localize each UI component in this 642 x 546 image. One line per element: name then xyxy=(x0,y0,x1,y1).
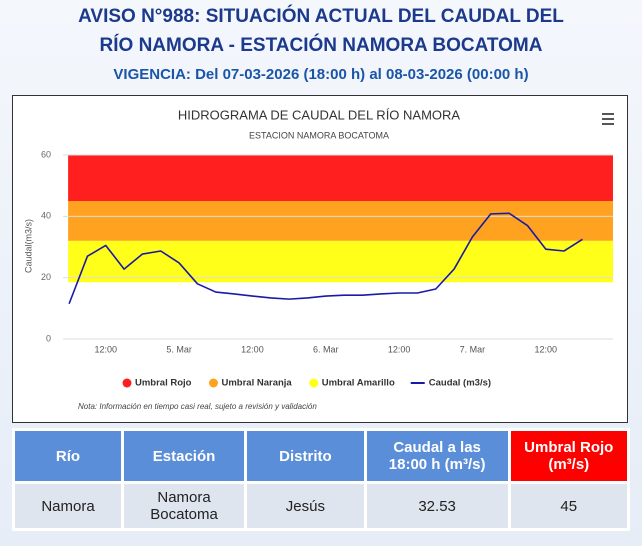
page-title: AVISO N°988: SITUACIÓN ACTUAL DEL CAUDAL… xyxy=(0,2,642,60)
legend-swatch xyxy=(208,378,218,388)
legend-label: Umbral Rojo xyxy=(135,378,192,389)
x-tick-label: 12:00 xyxy=(95,344,118,354)
table-cell: Namora Bocatoma xyxy=(121,481,248,531)
chart-note: Nota: Información en tiempo casi real, s… xyxy=(78,402,317,411)
y-tick-label: 60 xyxy=(41,149,51,159)
x-tick-label: 7. Mar xyxy=(460,344,486,354)
chart: HIDROGRAMA DE CAUDAL DEL RÍO NAMORA ESTA… xyxy=(12,95,628,423)
series-line xyxy=(68,212,583,305)
legend-swatch xyxy=(122,378,132,388)
data-table: Río Estación Distrito Caudal a las 18:00 h … xyxy=(11,428,631,531)
chart-subtitle: ESTACION NAMORA BOCATOMA xyxy=(249,130,389,140)
column-header: Umbral Rojo (m³/s) xyxy=(507,428,631,484)
table-cell: Namora xyxy=(11,481,125,531)
chart-title: HIDROGRAMA DE CAUDAL DEL RÍO NAMORA xyxy=(178,107,461,122)
threshold-band xyxy=(68,155,614,201)
column-header: Estación xyxy=(121,428,248,484)
y-tick-label: 20 xyxy=(41,272,51,282)
table-cell: Jesús xyxy=(244,481,367,531)
table-cell: 32.53 xyxy=(363,481,511,531)
title-line: RÍO NAMORA - ESTACIÓN NAMORA BOCATOMA xyxy=(99,35,543,56)
x-tick-label: 12:00 xyxy=(241,344,264,354)
x-tick-label: 12:00 xyxy=(535,344,558,354)
table-cell: 45 xyxy=(507,481,631,531)
title-line: AVISO N°988: SITUACIÓN ACTUAL DEL CAUDAL… xyxy=(78,6,564,27)
column-header: Río xyxy=(11,428,125,484)
legend-label: Caudal (m3/s) xyxy=(429,378,491,389)
threshold-band xyxy=(68,240,614,283)
column-header: Caudal a las 18:00 h (m³/s) xyxy=(363,428,511,484)
legend-label: Umbral Naranja xyxy=(221,378,292,389)
legend-swatch xyxy=(309,378,319,388)
column-header: Distrito xyxy=(244,428,367,484)
y-axis-label: Caudal(m3/s) xyxy=(23,219,33,273)
y-tick-label: 0 xyxy=(46,333,51,343)
x-tick-label: 12:00 xyxy=(388,344,411,354)
threshold-band xyxy=(68,201,614,241)
legend-label: Umbral Amarillo xyxy=(322,378,395,389)
x-tick-label: 6. Mar xyxy=(313,344,339,354)
y-tick-label: 40 xyxy=(41,211,51,221)
x-tick-label: 5. Mar xyxy=(166,344,192,354)
page-subtitle: VIGENCIA: Del 07-03-2026 (18:00 h) al 08… xyxy=(113,66,529,83)
menu-icon[interactable] xyxy=(602,113,614,125)
